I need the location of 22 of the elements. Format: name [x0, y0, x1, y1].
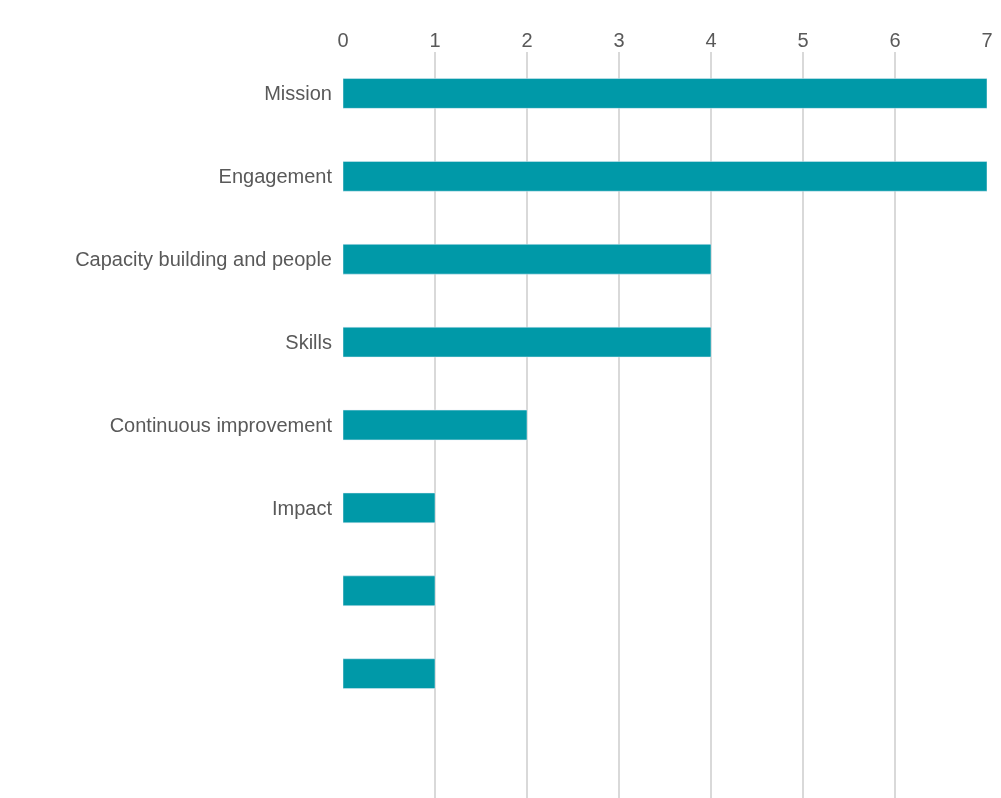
x-tick-label: 1 — [429, 29, 441, 51]
x-tick-label: 0 — [337, 29, 349, 51]
x-tick-label: 5 — [797, 29, 809, 51]
bar — [343, 78, 987, 109]
bar — [343, 244, 712, 275]
x-tick-label: 2 — [521, 29, 533, 51]
x-tick-label: 3 — [613, 29, 625, 51]
bar — [343, 409, 528, 441]
bar — [343, 658, 436, 689]
x-tick-label: 6 — [889, 29, 901, 51]
bar — [343, 492, 436, 524]
y-tick-label: Continuous improvement — [109, 414, 333, 436]
y-tick-label: Mission — [264, 82, 332, 105]
y-tick-label: Skills — [285, 331, 332, 354]
y-tick-label: Capacity building and people — [75, 248, 332, 271]
bar — [343, 161, 987, 192]
x-tick-label: 7 — [981, 29, 993, 51]
y-tick-label: Impact — [271, 496, 333, 519]
bar — [343, 326, 712, 358]
bar — [343, 575, 436, 606]
x-tick-label: 4 — [705, 29, 717, 51]
y-tick-label: Engagement — [218, 165, 333, 188]
